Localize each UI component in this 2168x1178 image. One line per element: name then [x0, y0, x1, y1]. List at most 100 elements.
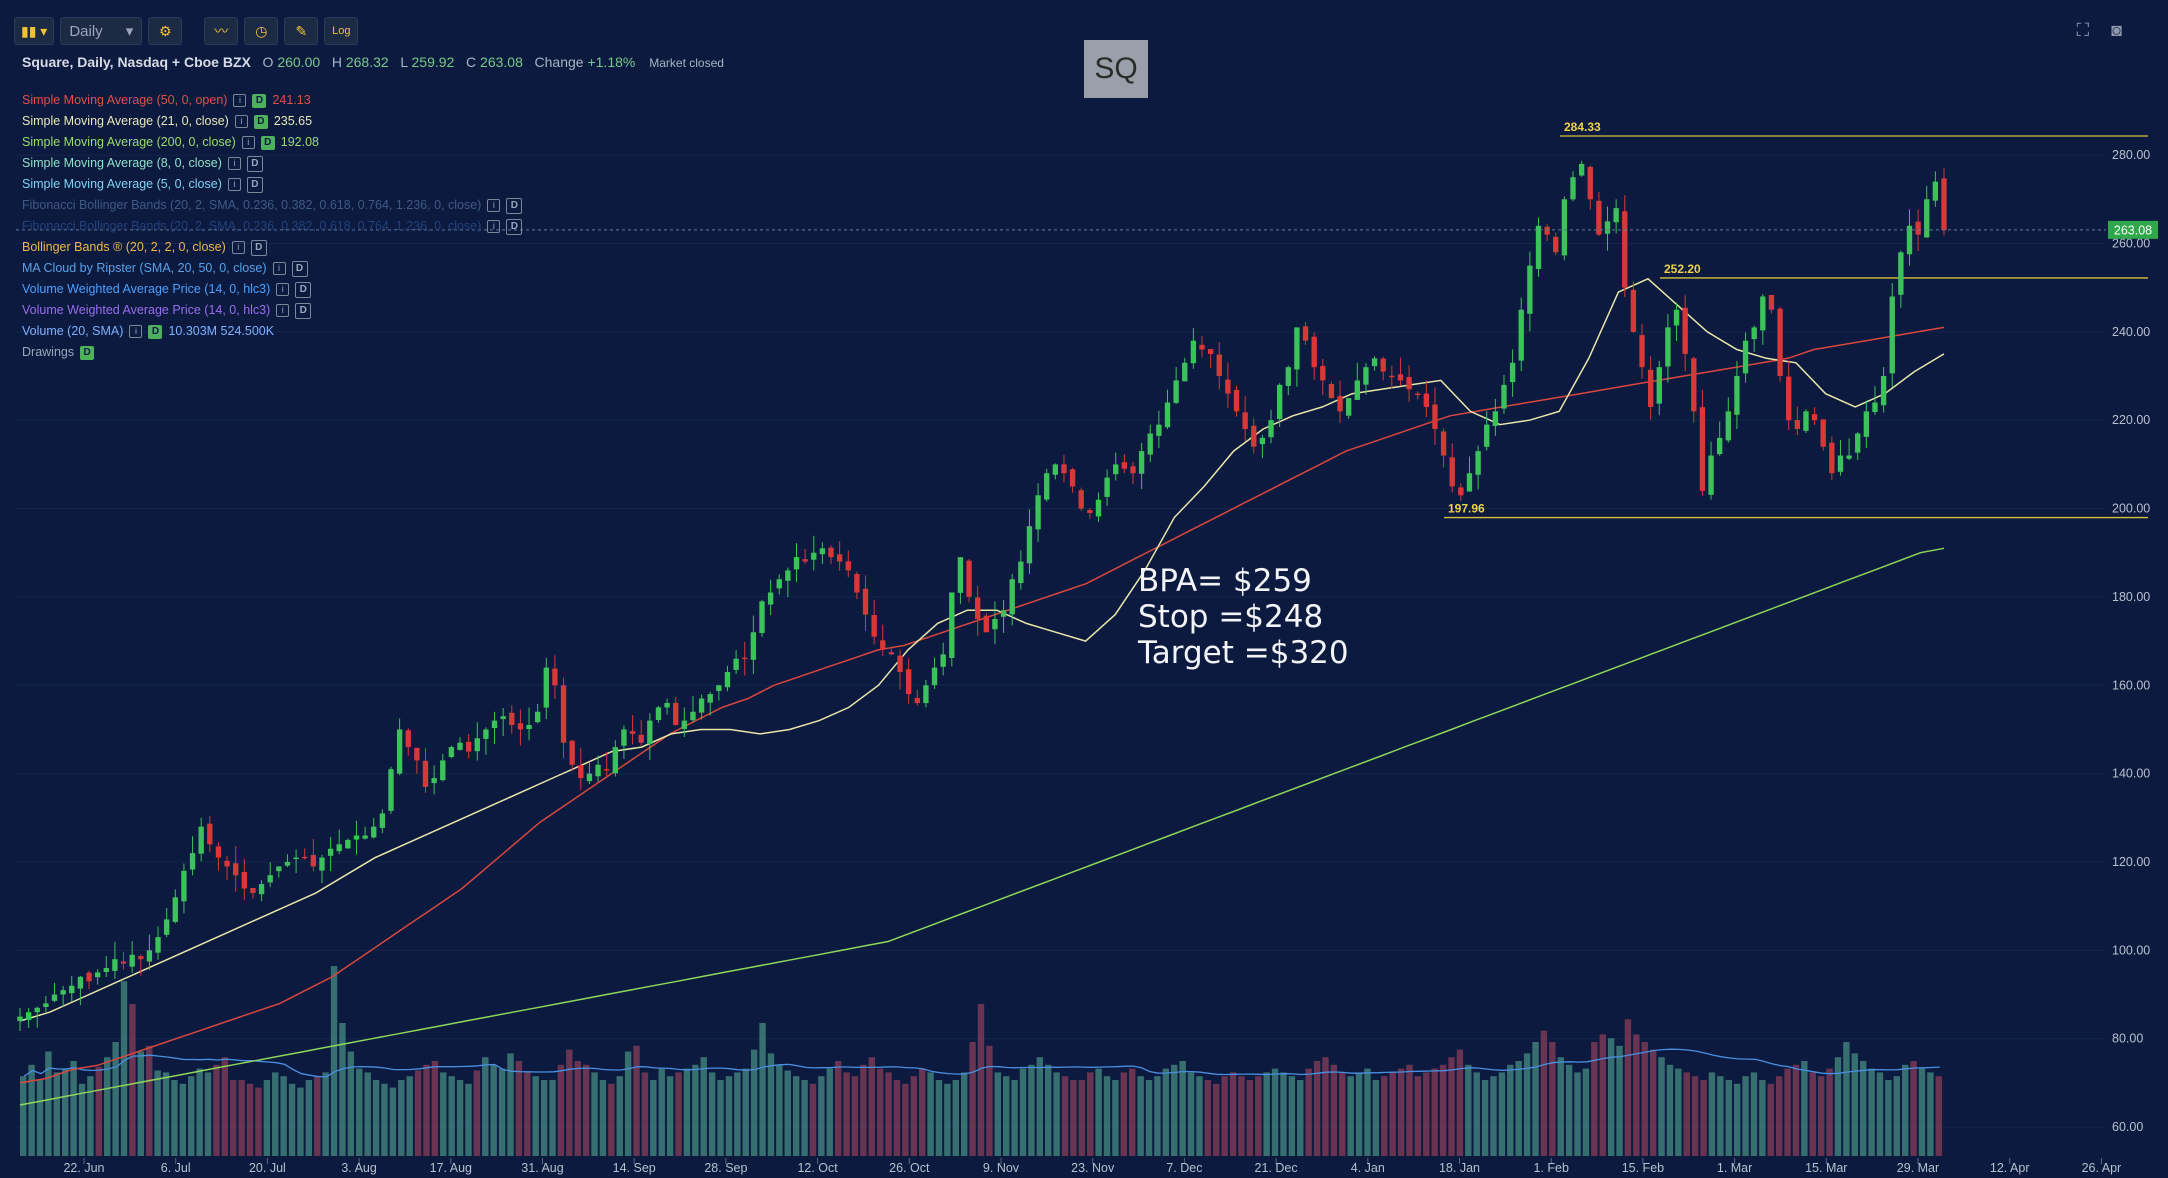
data-window-icon[interactable]: D	[506, 197, 523, 214]
volume-bar	[1036, 1057, 1044, 1156]
data-window-icon[interactable]: D	[80, 345, 95, 360]
volume-bar	[860, 1064, 867, 1156]
volume-bar	[1238, 1076, 1245, 1156]
y-tick-label: 80.00	[2112, 1032, 2143, 1046]
indicator-row[interactable]: Volume (20, SMA) i D 10.303M 524.500K	[22, 321, 522, 342]
indicator-row[interactable]: Volume Weighted Average Price (14, 0, hl…	[22, 279, 522, 300]
candle-body	[1656, 367, 1662, 404]
indicator-label: Volume Weighted Average Price (14, 0, hl…	[22, 303, 271, 317]
data-window-icon[interactable]: D	[250, 239, 267, 256]
candle-body	[569, 740, 575, 765]
data-window-icon[interactable]: D	[246, 176, 263, 193]
x-tick-label: 20. Jul	[249, 1161, 286, 1175]
indicator-row[interactable]: Fibonacci Bollinger Bands (20, 2, SMA, 0…	[22, 195, 523, 216]
info-icon[interactable]: i	[276, 304, 290, 317]
data-window-icon[interactable]: D	[295, 281, 312, 298]
volume-bar	[204, 1072, 212, 1156]
data-window-icon[interactable]: D	[148, 324, 163, 339]
volume-bar	[1313, 1061, 1321, 1156]
volume-bar	[969, 1042, 976, 1156]
camera-icon[interactable]: ◙	[2111, 20, 2122, 40]
high-value: 268.32	[345, 54, 389, 70]
info-icon[interactable]: i	[231, 241, 245, 254]
indicator-row[interactable]: MA Cloud by Ripster (SMA, 20, 50, 0, clo…	[22, 258, 522, 279]
settings-button[interactable]: ⚙	[148, 17, 183, 45]
candle-body	[975, 597, 981, 619]
info-icon[interactable]: i	[227, 178, 241, 191]
price-axis: 60.00 80.00 100.00 120.00 140.00 160.00 180.00…	[2112, 148, 2150, 1134]
trade-note: BPA= $259 Stop =$248 Target =$320	[1138, 563, 1349, 671]
volume-bar	[876, 1068, 884, 1156]
volume-bar	[473, 1070, 481, 1156]
data-window-icon[interactable]: D	[253, 114, 268, 129]
candle-body	[785, 570, 791, 581]
drawing-tools-button[interactable]: ✎	[284, 17, 319, 45]
info-icon[interactable]: i	[241, 136, 255, 149]
indicator-row[interactable]: Simple Moving Average (50, 0, open) i D 241…	[22, 90, 522, 111]
change-value: +1.18%	[587, 54, 636, 70]
volume-bar	[1229, 1072, 1237, 1156]
data-window-icon[interactable]: D	[252, 93, 267, 108]
info-icon[interactable]: i	[129, 325, 143, 338]
info-icon[interactable]: i	[234, 115, 248, 128]
info-icon[interactable]: i	[227, 157, 241, 170]
volume-bar	[1851, 1053, 1858, 1156]
info-icon[interactable]: i	[272, 262, 286, 275]
indicator-row[interactable]: Bollinger Bands ® (20, 2, 2, 0, close) i D	[22, 237, 522, 258]
candle-body	[1337, 395, 1343, 412]
interval-select[interactable]: Daily ▾	[60, 17, 143, 45]
volume-bar	[1137, 1076, 1144, 1156]
data-window-icon[interactable]: D	[246, 155, 263, 172]
volume-bar	[885, 1072, 892, 1156]
indicator-label: Simple Moving Average (8, 0, close)	[22, 156, 222, 170]
candle-body	[1855, 433, 1861, 453]
info-icon[interactable]: i	[276, 283, 290, 296]
candle-type-icon: ▮▮ ▾	[21, 22, 48, 39]
info-icon[interactable]: i	[233, 94, 247, 107]
indicator-row[interactable]: Simple Moving Average (21, 0, close) i D 23…	[22, 111, 522, 132]
volume-bar	[1658, 1057, 1665, 1156]
volume-bar	[540, 1080, 548, 1156]
indicator-row[interactable]: Volume Weighted Average Price (14, 0, hl…	[22, 300, 522, 321]
data-window-icon[interactable]: D	[260, 135, 275, 150]
indicator-row[interactable]: Fibonacci Bollinger Bands (20, 2, SMA, 0…	[22, 216, 523, 237]
candle-body	[1587, 166, 1593, 200]
candle-body	[17, 1016, 23, 1022]
volume-bar	[1641, 1042, 1648, 1156]
volume-bar	[851, 1076, 859, 1156]
indicators-button[interactable]: 〰	[204, 17, 239, 45]
candle-body	[1406, 377, 1412, 390]
info-icon[interactable]: i	[487, 199, 501, 212]
open-label: O	[262, 54, 274, 70]
candle-body	[25, 1012, 32, 1021]
indicator-row[interactable]: Drawings D	[22, 342, 522, 363]
data-window-icon[interactable]: D	[291, 260, 308, 277]
data-window-icon[interactable]: D	[506, 218, 523, 235]
candle-body	[1820, 419, 1826, 447]
candle-body	[1009, 579, 1015, 615]
volume-bar	[1423, 1072, 1430, 1156]
info-icon[interactable]: i	[487, 220, 501, 233]
volume-bar	[1078, 1080, 1086, 1156]
indicator-row[interactable]: Simple Moving Average (8, 0, close) i D	[22, 153, 522, 174]
fullscreen-icon[interactable]: ⛶	[2076, 20, 2090, 40]
volume-bar	[708, 1072, 716, 1156]
candle-body	[949, 592, 955, 658]
log-scale-button[interactable]: Log	[324, 17, 359, 45]
candle-body	[828, 547, 834, 558]
indicator-row[interactable]: Simple Moving Average (200, 0, close) i D 1…	[22, 132, 522, 153]
candle-body	[1328, 384, 1335, 399]
trade-note-target: Target =$320	[1138, 635, 1349, 671]
volume-bar	[1473, 1072, 1480, 1156]
candle-body	[1095, 499, 1102, 517]
data-window-icon[interactable]: D	[295, 302, 312, 319]
volume-bar	[1255, 1076, 1262, 1156]
indicator-label: Fibonacci Bollinger Bands (20, 2, SMA, 0…	[22, 198, 482, 212]
replay-button[interactable]: ◷	[244, 17, 279, 45]
volume-bar	[641, 1072, 649, 1156]
indicator-row[interactable]: Simple Moving Average (5, 0, close) i D	[22, 174, 522, 195]
candle-body	[966, 560, 972, 597]
chart-type-button[interactable]: ▮▮ ▾	[14, 17, 55, 45]
